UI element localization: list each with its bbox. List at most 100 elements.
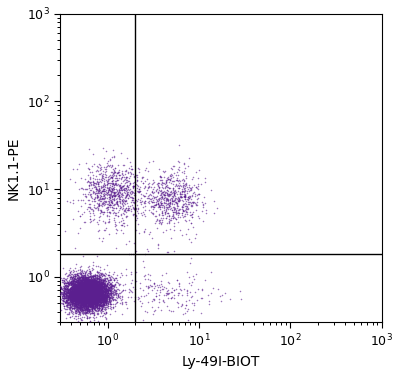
- Point: [84, 287, 91, 293]
- Point: [84, 289, 90, 295]
- Point: [101, 282, 108, 288]
- Point: [90, 306, 97, 312]
- Point: [85, 285, 92, 291]
- Point: [75, 279, 82, 285]
- Point: [70, 285, 76, 291]
- Point: [80, 287, 87, 293]
- Point: [96, 291, 102, 297]
- Point: [82, 296, 88, 302]
- Point: [86, 296, 93, 302]
- Point: [142, 183, 148, 190]
- Point: [83, 306, 89, 312]
- Point: [75, 278, 81, 284]
- Point: [74, 284, 81, 290]
- Point: [94, 287, 100, 293]
- Point: [105, 290, 112, 296]
- Point: [89, 288, 96, 294]
- Point: [90, 289, 96, 295]
- Point: [103, 300, 110, 306]
- Point: [138, 293, 144, 299]
- Point: [72, 291, 79, 297]
- Point: [82, 295, 88, 301]
- Point: [111, 284, 117, 290]
- Point: [99, 293, 105, 299]
- Point: [98, 303, 104, 309]
- Point: [98, 286, 104, 292]
- Point: [75, 293, 81, 299]
- Point: [88, 295, 94, 301]
- Point: [98, 279, 104, 285]
- Point: [80, 294, 86, 300]
- Point: [73, 289, 80, 295]
- Point: [169, 207, 176, 213]
- Point: [86, 270, 92, 276]
- Point: [114, 177, 121, 183]
- Point: [96, 196, 103, 202]
- Point: [111, 288, 118, 294]
- Point: [86, 276, 92, 282]
- Point: [69, 274, 75, 280]
- Point: [77, 304, 84, 310]
- Point: [118, 175, 124, 181]
- Point: [83, 276, 89, 282]
- Point: [85, 299, 92, 305]
- Point: [118, 183, 125, 189]
- Point: [73, 291, 79, 297]
- Point: [96, 291, 102, 297]
- Point: [93, 278, 99, 284]
- Point: [102, 196, 108, 202]
- Point: [66, 302, 73, 308]
- Point: [72, 290, 78, 296]
- Point: [74, 297, 80, 303]
- Point: [90, 284, 97, 290]
- Point: [88, 291, 94, 297]
- Point: [90, 295, 96, 301]
- Point: [181, 193, 188, 199]
- Point: [122, 197, 128, 203]
- Point: [159, 282, 166, 288]
- Point: [70, 281, 77, 287]
- Point: [88, 300, 95, 306]
- Point: [182, 181, 189, 187]
- Point: [82, 294, 89, 300]
- Point: [171, 206, 177, 212]
- Point: [92, 296, 99, 302]
- Point: [60, 295, 66, 301]
- Point: [86, 290, 93, 296]
- Point: [169, 195, 175, 201]
- Point: [69, 306, 75, 312]
- Point: [97, 171, 103, 177]
- Point: [74, 285, 81, 291]
- Point: [98, 277, 104, 284]
- Point: [163, 290, 170, 296]
- Point: [75, 307, 81, 313]
- Point: [88, 278, 94, 284]
- Point: [71, 297, 78, 303]
- Point: [88, 297, 95, 303]
- Point: [85, 291, 91, 297]
- Point: [72, 308, 79, 314]
- Point: [106, 294, 112, 300]
- Point: [199, 208, 205, 214]
- Point: [69, 286, 75, 292]
- Point: [174, 169, 180, 175]
- Point: [86, 262, 92, 268]
- Point: [104, 190, 110, 196]
- Point: [96, 283, 102, 289]
- Point: [99, 287, 105, 293]
- Point: [184, 308, 190, 314]
- Point: [108, 281, 114, 287]
- Point: [90, 283, 97, 289]
- Point: [66, 281, 72, 287]
- Point: [195, 191, 202, 197]
- Point: [88, 295, 94, 301]
- Point: [102, 283, 109, 289]
- Point: [90, 289, 96, 295]
- Point: [130, 251, 136, 257]
- Point: [123, 193, 129, 199]
- Point: [101, 282, 108, 288]
- Point: [84, 288, 91, 294]
- Point: [84, 290, 90, 296]
- Point: [69, 297, 75, 303]
- Point: [90, 288, 96, 294]
